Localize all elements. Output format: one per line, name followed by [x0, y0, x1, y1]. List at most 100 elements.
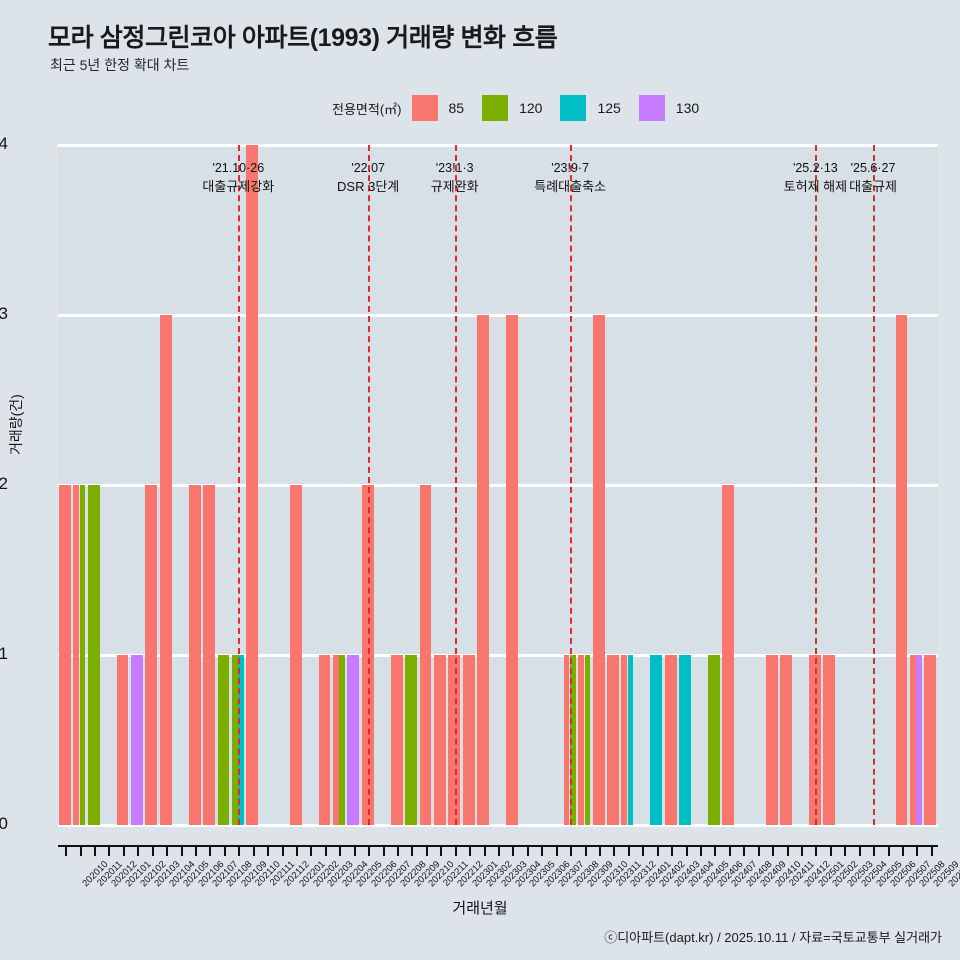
- bar[interactable]: [419, 485, 432, 825]
- bar[interactable]: [390, 655, 403, 825]
- bar[interactable]: [823, 655, 836, 825]
- legend-item-120[interactable]: 120: [482, 95, 542, 121]
- gridline-3: [58, 313, 938, 317]
- x-tick: [151, 847, 154, 856]
- x-tick: [195, 847, 198, 856]
- x-tick: [901, 847, 904, 856]
- legend-swatch-120: [482, 95, 509, 121]
- bar[interactable]: [238, 655, 244, 825]
- bar[interactable]: [607, 655, 619, 825]
- bar[interactable]: [650, 655, 663, 825]
- gridline-2: [58, 483, 938, 487]
- bar[interactable]: [621, 655, 628, 825]
- bar[interactable]: [130, 655, 143, 825]
- x-tick: [627, 847, 630, 856]
- x-tick: [267, 847, 270, 856]
- event-line-202309: [570, 145, 573, 825]
- x-tick: [368, 847, 371, 856]
- event-annotation-text: 특례대출축소: [534, 179, 606, 194]
- legend-label-130: 130: [675, 100, 700, 116]
- event-annotation-202309: '23!9·7 특례대출축소: [510, 160, 630, 197]
- x-tick: [887, 847, 890, 856]
- event-annotation-text: 대출규제: [849, 179, 897, 194]
- legend-item-130[interactable]: 130: [638, 95, 700, 121]
- bar[interactable]: [231, 655, 238, 825]
- x-tick: [281, 847, 284, 856]
- x-tick: [613, 847, 616, 856]
- x-tick: [310, 847, 313, 856]
- bar[interactable]: [916, 655, 922, 825]
- x-tick: [526, 847, 529, 856]
- x-tick: [498, 847, 500, 856]
- bar[interactable]: [910, 655, 916, 825]
- legend: 전용면적(㎡) 85 120 125 130: [332, 95, 717, 121]
- bar[interactable]: [722, 485, 735, 825]
- bar[interactable]: [289, 485, 302, 825]
- bar[interactable]: [318, 655, 331, 825]
- x-tick: [685, 847, 688, 856]
- bar[interactable]: [765, 655, 778, 825]
- bar[interactable]: [145, 485, 158, 825]
- bar[interactable]: [679, 655, 692, 825]
- bar[interactable]: [332, 655, 339, 825]
- event-line-202506: [873, 145, 876, 825]
- x-tick: [656, 847, 659, 856]
- bar[interactable]: [578, 655, 584, 825]
- event-line-202301: [454, 145, 457, 825]
- bar[interactable]: [79, 485, 86, 825]
- x-tick: [122, 847, 125, 856]
- bar[interactable]: [584, 655, 591, 825]
- x-tick: [757, 847, 760, 856]
- bar[interactable]: [462, 655, 475, 825]
- bar[interactable]: [563, 655, 570, 825]
- event-annotation-date: '25.2·13: [792, 161, 838, 175]
- x-tick: [598, 847, 601, 856]
- x-tick: [411, 847, 414, 856]
- bar[interactable]: [73, 485, 79, 825]
- plot-area: [58, 143, 938, 827]
- bar[interactable]: [361, 485, 374, 825]
- bar[interactable]: [87, 485, 100, 825]
- bar[interactable]: [339, 655, 345, 825]
- bar[interactable]: [592, 315, 605, 825]
- legend-label-120: 120: [519, 100, 543, 116]
- bar[interactable]: [116, 655, 129, 825]
- legend-item-85[interactable]: 85: [411, 95, 464, 121]
- bar[interactable]: [780, 655, 793, 825]
- event-annotation-202301: '23!1·3 규제완화: [395, 160, 515, 197]
- bar[interactable]: [924, 655, 937, 825]
- bar[interactable]: [405, 655, 417, 825]
- bar[interactable]: [159, 315, 172, 825]
- bar[interactable]: [217, 655, 230, 825]
- bar[interactable]: [477, 315, 490, 825]
- x-tick: [815, 847, 818, 856]
- bar[interactable]: [570, 655, 576, 825]
- x-tick: [512, 847, 515, 856]
- event-annotation-date: '23!9·7: [551, 161, 590, 175]
- x-tick: [873, 847, 876, 856]
- y-tick-label-2: 2: [0, 474, 8, 493]
- bar[interactable]: [448, 655, 461, 825]
- bar[interactable]: [708, 655, 720, 825]
- bar[interactable]: [506, 315, 518, 825]
- bar[interactable]: [58, 485, 71, 825]
- bar[interactable]: [203, 485, 216, 825]
- bar[interactable]: [347, 655, 360, 825]
- bar[interactable]: [664, 655, 677, 825]
- legend-swatch-125: [560, 95, 587, 121]
- x-tick: [858, 847, 861, 856]
- event-annotation-date: '23!1·3: [435, 161, 474, 175]
- x-tick: [108, 847, 111, 856]
- bar[interactable]: [188, 485, 201, 825]
- bar[interactable]: [895, 315, 908, 825]
- event-annotation-date: '22.07: [351, 161, 385, 175]
- bar[interactable]: [627, 655, 634, 825]
- bar[interactable]: [809, 655, 821, 825]
- x-tick: [570, 847, 573, 856]
- bar[interactable]: [433, 655, 446, 825]
- bar[interactable]: [246, 145, 259, 825]
- legend-item-125[interactable]: 125: [560, 95, 621, 121]
- x-tick: [699, 847, 702, 856]
- y-axis-title: 거래량(건): [8, 394, 24, 455]
- x-tick: [930, 847, 933, 856]
